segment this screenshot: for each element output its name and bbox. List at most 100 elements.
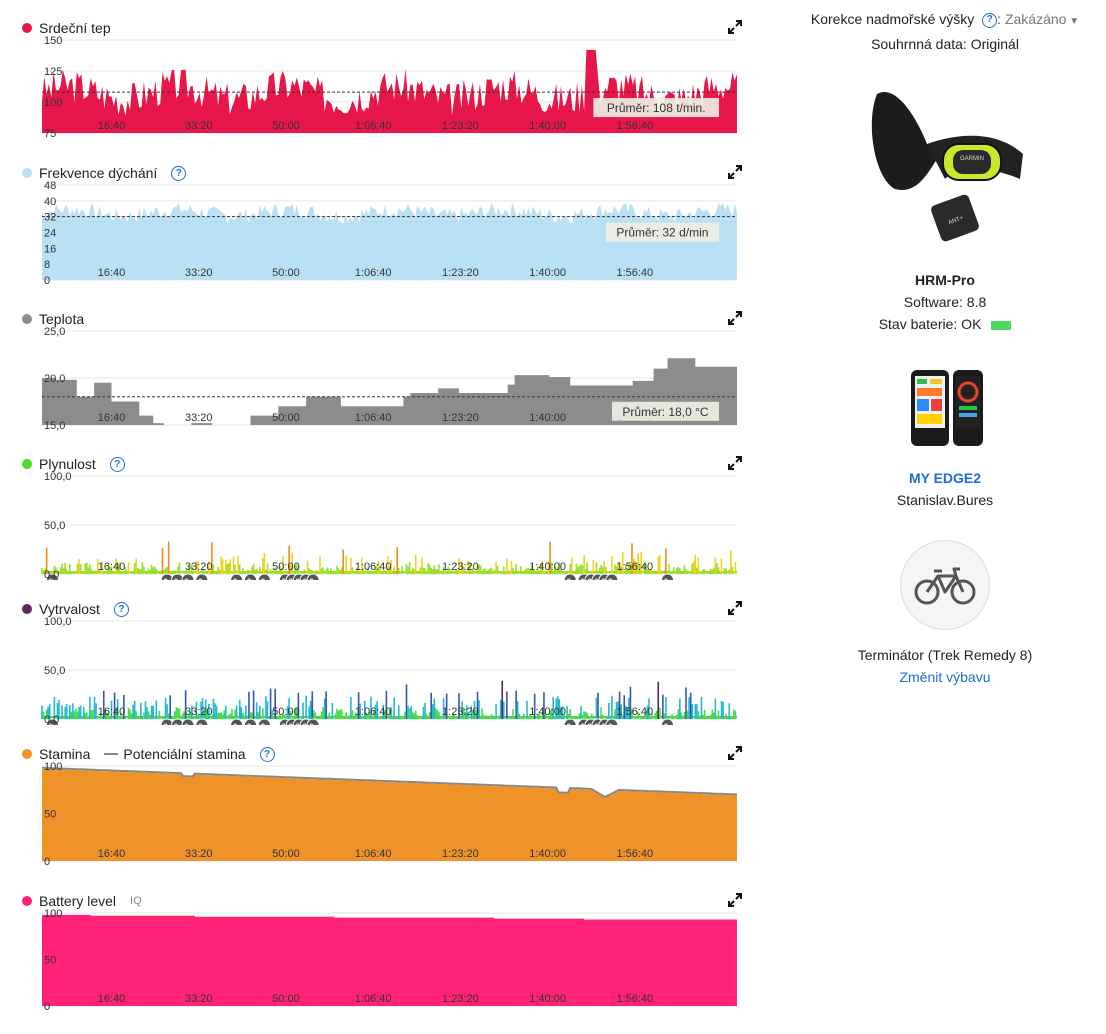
chart-plot: 100,0 50,0 0,0 16:40 33:20 50:00 1:06:40 1:23:2… [41, 471, 737, 580]
help-icon[interactable]: ? [171, 165, 187, 181]
x-tick-label: 33:20 [185, 706, 213, 718]
y-tick-label: 75 [44, 128, 56, 139]
y-tick-label: 0 [44, 275, 50, 286]
expand-icon[interactable] [728, 165, 742, 179]
chevron-down-icon[interactable]: ▼ [1066, 16, 1080, 27]
x-tick-label: 33:20 [185, 120, 213, 132]
average-label: Průměr: 18,0 °C [622, 405, 708, 419]
y-tick-label: 16 [44, 243, 56, 255]
chart-header: Battery level IQ [22, 891, 742, 911]
device-owner: Stanislav.Bures [896, 492, 994, 508]
y-tick-label: 24 [44, 228, 56, 240]
y-tick-label: 50 [44, 955, 56, 967]
y-tick-label: 40 [44, 196, 56, 208]
chart-plot: 100 50 0 16:40 33:20 50:00 1:06:40 1:23:20 1:40:… [42, 908, 737, 1012]
x-tick-label: 1:56:40 [616, 120, 653, 132]
x-tick-label: 1:40:00 [529, 993, 566, 1005]
altitude-correction-label: Korekce nadmořské výšky [810, 11, 975, 27]
expand-icon[interactable] [728, 20, 742, 34]
y-tick-label: 15,0 [44, 420, 65, 431]
help-icon[interactable]: ? [259, 746, 275, 762]
y-tick-label: 0,0 [44, 569, 59, 580]
x-tick-label: 1:06:40 [355, 267, 392, 279]
legend-line-icon [104, 753, 119, 755]
expand-icon[interactable] [728, 893, 742, 907]
x-tick-label: 1:06:40 [355, 706, 392, 718]
x-tick-label: 1:06:40 [355, 120, 392, 132]
series-area [42, 358, 737, 425]
series-dot-icon [22, 749, 32, 759]
x-tick-label: 16:40 [98, 120, 126, 132]
altitude-correction: Korekce nadmořské výšky ?: Zakázáno ▼ [810, 11, 1080, 28]
chart-plot: 100,0 50,0 0,0 16:40 33:20 50:00 1:06:40 1:23:2… [41, 616, 737, 725]
summary-data-label: Souhrnná data: Originál [871, 36, 1019, 52]
chart-plot: 48 40 32 24 16 8 0 16:40 33:20 50:00 1:06:40 1:23:2… [42, 180, 737, 286]
chart-plot: 150 125 100 75 16:40 33:20 50:00 1:06:40 1:23:20… [42, 35, 737, 139]
y-tick-label: 20,0 [44, 373, 65, 385]
x-tick-label: 16:40 [98, 848, 126, 860]
chart-header: Teplota [22, 309, 742, 329]
chart-2: Teplota 25,0 20,0 15,0 16:40 33:20 50:00 1:06:4… [22, 309, 742, 431]
y-tick-label: 100,0 [44, 616, 72, 628]
chart-4: Vytrvalost? 100,0 50,0 0,0 16:40 33:20 50:00 1:… [22, 599, 742, 725]
sensor-card: GARMIN ANT+ HRM-Pro Software: 8.8 Stav b… [790, 84, 1100, 335]
chart-6: Battery level IQ 100 50 0 16:40 33:20 50:00 1:06… [22, 891, 742, 1012]
heart-rate-strap-image: GARMIN ANT+ [871, 92, 1023, 242]
chart-5: Stamina Potenciální stamina? 100 50 0 16:40 33… [22, 744, 742, 867]
y-tick-label: 0,0 [44, 714, 59, 725]
y-tick-label: 0 [44, 1001, 50, 1012]
expand-icon[interactable] [728, 746, 742, 760]
x-tick-label: 1:56:40 [616, 848, 653, 860]
chart-header: Vytrvalost? [22, 599, 742, 619]
garmin-logo-text: GARMIN [960, 156, 984, 162]
altitude-correction-dropdown[interactable]: Zakázáno [1004, 11, 1067, 27]
x-tick-label: 50:00 [272, 267, 300, 279]
chart-title: Teplota [39, 311, 85, 327]
bike-icon [900, 540, 990, 630]
average-label: Průměr: 108 t/min. [607, 101, 706, 115]
chart-header: Stamina Potenciální stamina? [22, 744, 742, 764]
chart-0: Srdeční tep 150 125 100 75 16:40 33:20 50:00 1:0… [22, 18, 742, 139]
x-tick-label: 1:06:40 [355, 561, 392, 573]
series-dot-icon [22, 459, 32, 469]
help-icon[interactable]: ? [113, 601, 129, 617]
series-dot-icon [22, 168, 32, 178]
expand-icon[interactable] [728, 456, 742, 470]
x-tick-label: 16:40 [98, 267, 126, 279]
x-tick-label: 1:40:00 [529, 267, 566, 279]
chart-1: Frekvence dýchání? 48 40 32 24 16 8 0 16:40 33:20… [22, 163, 742, 286]
x-tick-label: 1:23:20 [442, 561, 479, 573]
y-tick-label: 100,0 [44, 471, 72, 483]
x-tick-label: 1:40:00 [529, 412, 566, 424]
series-area [42, 914, 737, 1006]
series-area [42, 49, 737, 133]
x-tick-label: 1:23:20 [442, 120, 479, 132]
chart-title: Plynulost [39, 456, 96, 472]
y-tick-label: 50,0 [44, 665, 65, 677]
x-tick-label: 1:56:40 [616, 706, 653, 718]
x-tick-label: 50:00 [272, 561, 300, 573]
device-name-link[interactable]: MY EDGE2 [908, 470, 982, 486]
ride-settings: Korekce nadmořské výšky ?: Zakázáno ▼ So… [790, 8, 1100, 55]
y-tick-label: 100 [44, 761, 62, 773]
chart-plot: 25,0 20,0 15,0 16:40 33:20 50:00 1:06:40 1:23:2… [42, 326, 737, 431]
change-gear-link[interactable]: Změnit výbavu [899, 669, 991, 685]
y-tick-label: 0 [44, 856, 50, 867]
chart-title: Frekvence dýchání [39, 165, 158, 181]
expand-icon[interactable] [728, 601, 742, 615]
x-tick-label: 16:40 [98, 561, 126, 573]
y-tick-label: 25,0 [44, 326, 65, 338]
expand-icon[interactable] [728, 311, 742, 325]
x-tick-label: 1:06:40 [355, 848, 392, 860]
chart-header: Plynulost? [22, 454, 742, 474]
y-tick-label: 150 [44, 35, 62, 47]
x-tick-label: 1:56:40 [616, 993, 653, 1005]
x-tick-label: 1:23:20 [442, 993, 479, 1005]
y-tick-label: 100 [44, 97, 62, 109]
potential-stamina-line [42, 766, 738, 799]
help-icon[interactable]: ? [982, 12, 998, 28]
y-tick-label: 100 [44, 908, 62, 920]
sensor-battery-label: Stav baterie: OK [878, 316, 982, 332]
help-icon[interactable]: ? [109, 456, 125, 472]
x-tick-label: 33:20 [185, 993, 213, 1005]
